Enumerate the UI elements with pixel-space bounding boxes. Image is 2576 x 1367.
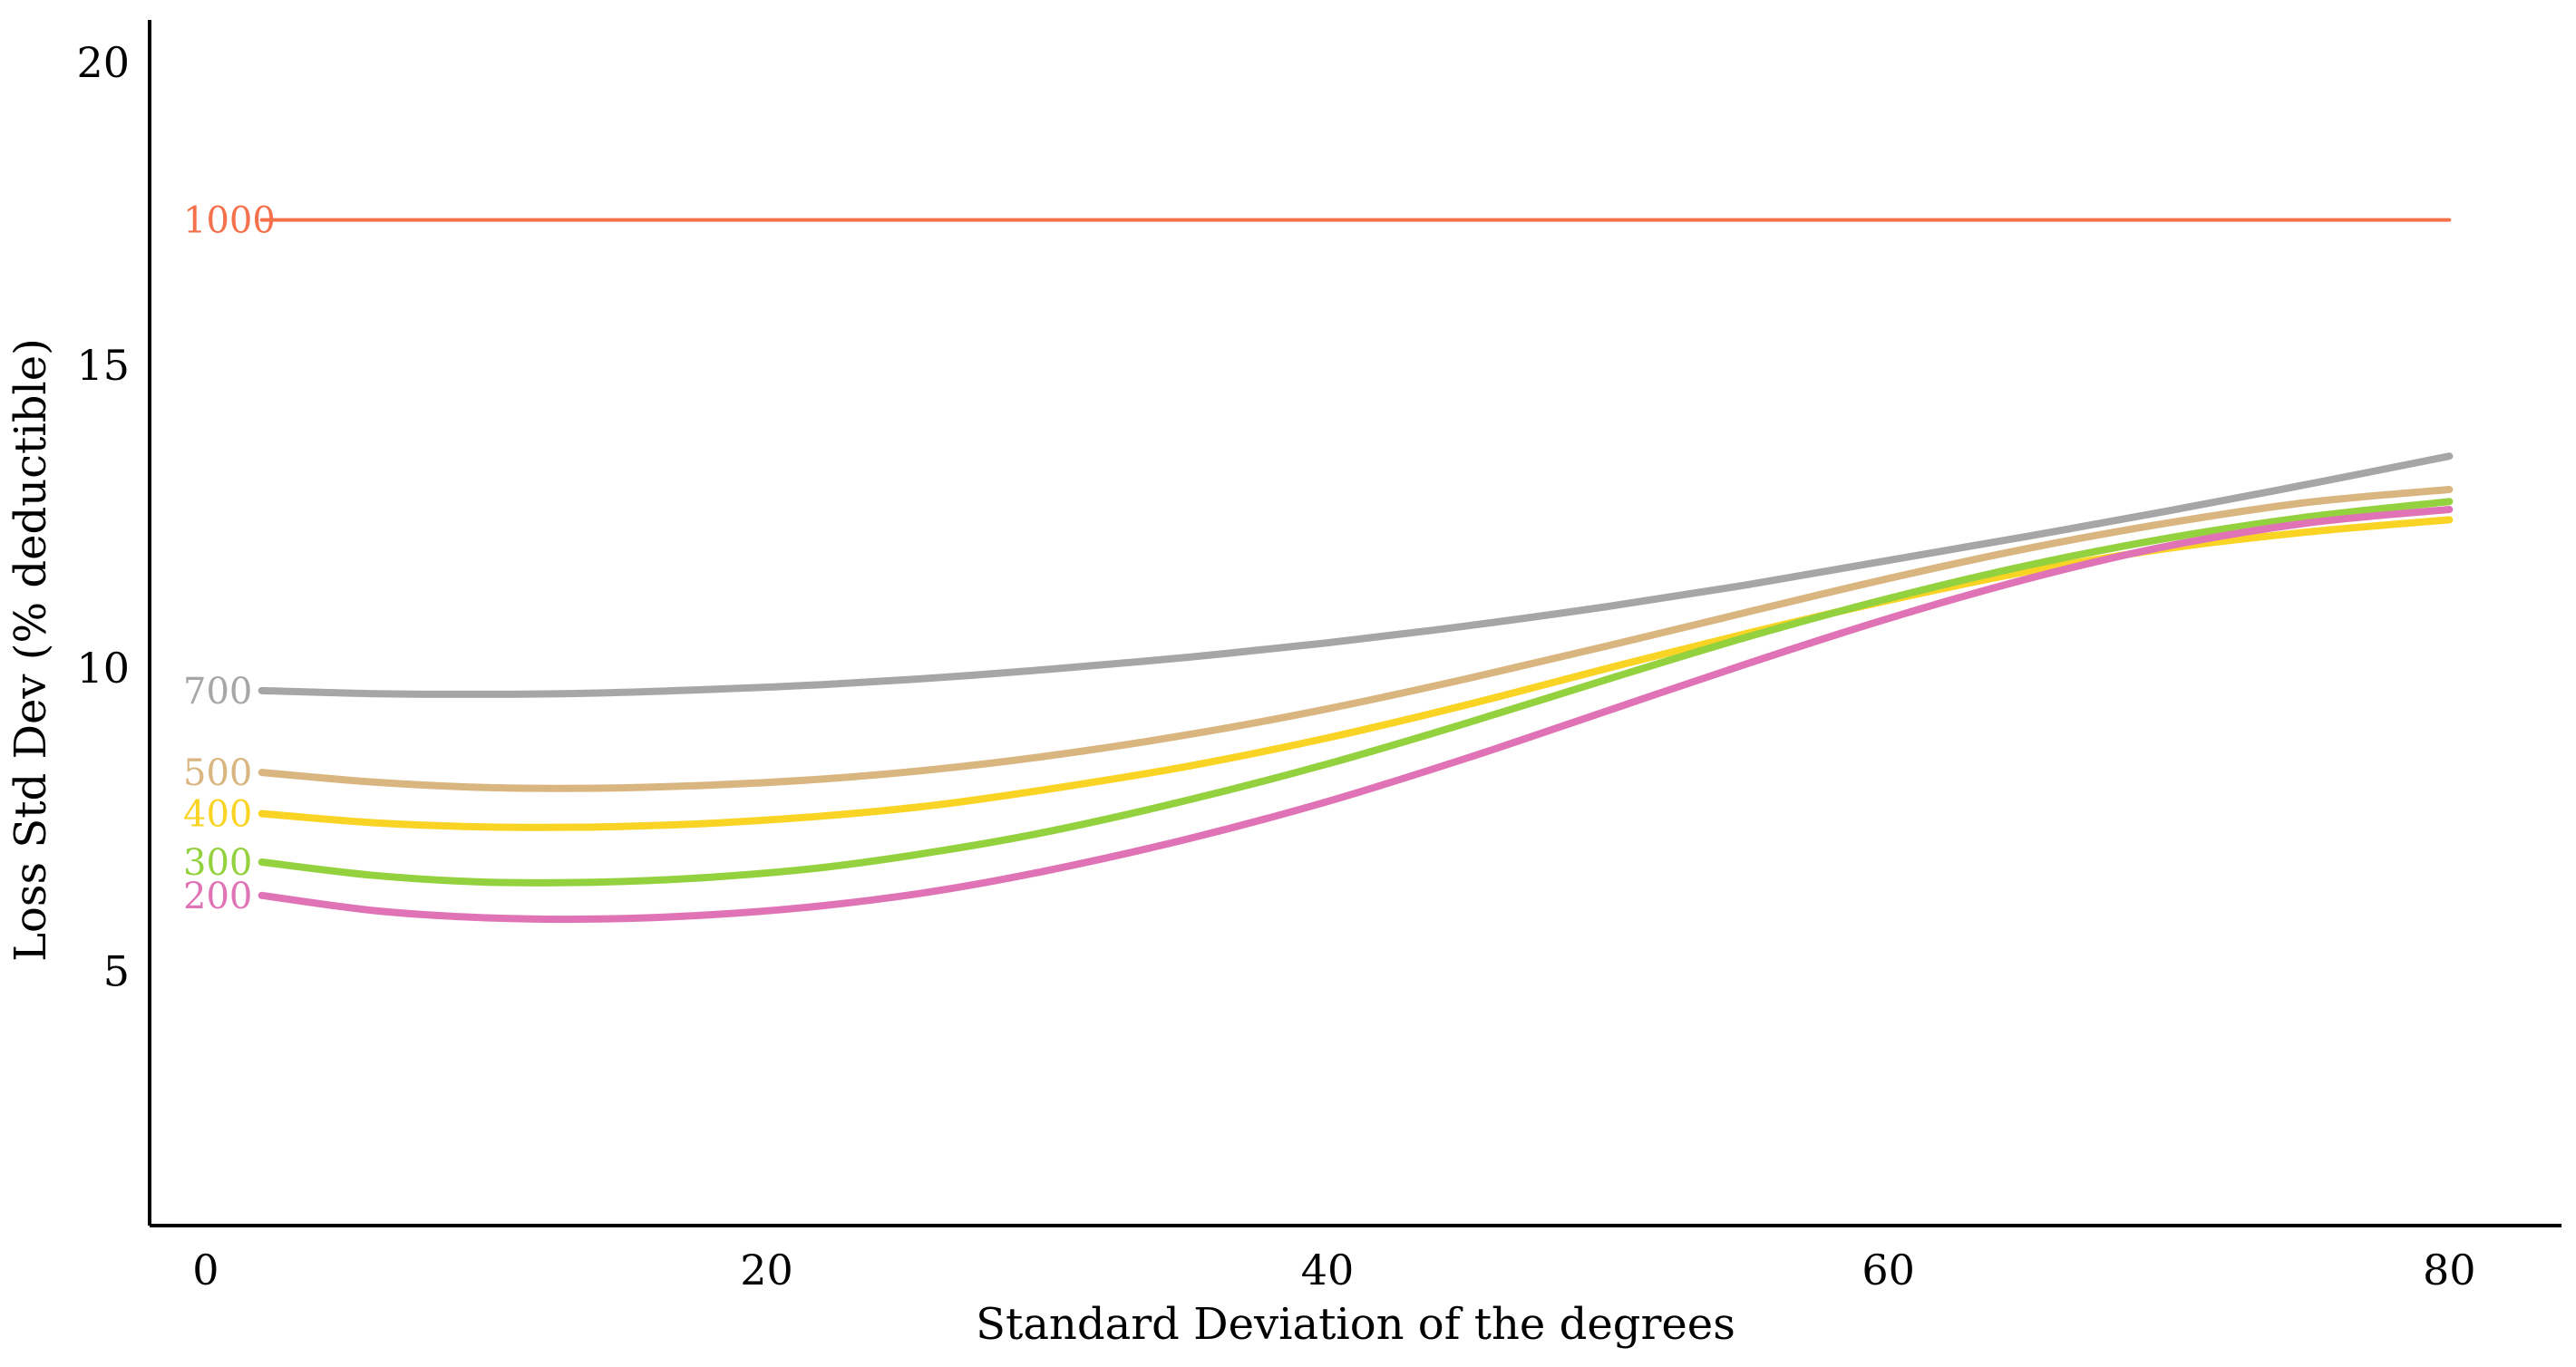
x-tick-label: 80: [2423, 1246, 2476, 1294]
series-label-500: 500: [183, 752, 252, 794]
series-lines: [258, 218, 2454, 924]
series-line-400: [258, 516, 2454, 831]
series-line-500: [258, 486, 2454, 792]
series-line-700: [258, 452, 2454, 698]
x-tick-label: 40: [1301, 1246, 1355, 1294]
x-tick-label: 0: [192, 1246, 219, 1294]
series-label-200: 200: [183, 876, 252, 917]
y-tick-label: 5: [103, 946, 130, 995]
series-line-200: [258, 506, 2454, 924]
y-axis-title: Loss Std Dev (% deductible): [5, 338, 56, 962]
series-label-1000: 1000: [183, 200, 276, 242]
y-tick-label: 15: [76, 341, 130, 390]
series-line-300: [258, 498, 2454, 887]
x-tick-label: 20: [740, 1246, 793, 1294]
series-label-300: 300: [183, 842, 252, 884]
axes: [148, 20, 2561, 1227]
tick-labels: 0 20 40 60 80 5 10 15 20: [76, 38, 2475, 1294]
series-label-700: 700: [183, 671, 252, 713]
x-tick-label: 60: [1862, 1246, 1915, 1294]
y-tick-label: 10: [76, 644, 130, 693]
series-label-400: 400: [183, 794, 252, 836]
y-tick-label: 20: [76, 38, 130, 87]
x-axis-title: Standard Deviation of the degrees: [976, 1299, 1735, 1350]
